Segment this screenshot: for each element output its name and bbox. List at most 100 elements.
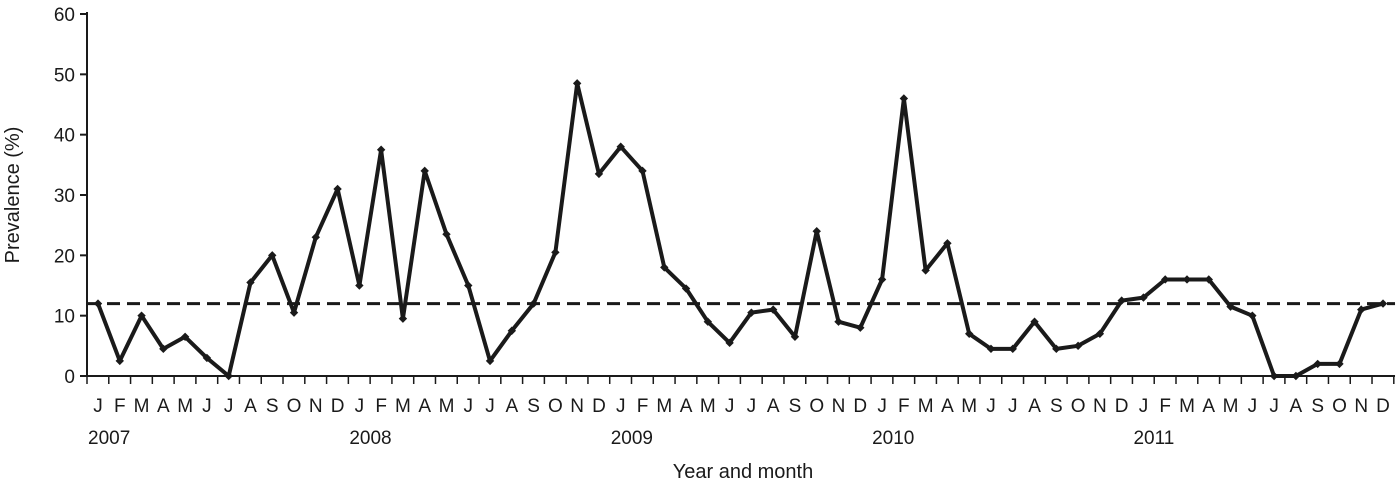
x-year-label: 2010 (872, 428, 914, 449)
y-axis: 0 10 20 30 40 50 60 (54, 5, 88, 388)
x-month-label: J (986, 396, 996, 417)
y-tick-label: 50 (54, 65, 75, 86)
x-month-label: D (592, 396, 606, 417)
data-point (790, 332, 800, 341)
y-tick-label: 30 (54, 186, 75, 207)
x-month-label: N (1354, 396, 1368, 417)
data-point (834, 317, 843, 326)
x-month-label: J (1008, 396, 1018, 417)
data-point (1095, 329, 1105, 338)
x-month-label: J (725, 396, 735, 417)
data-point (355, 281, 364, 290)
data-point (551, 248, 560, 257)
x-month-label: J (485, 396, 495, 417)
x-month-label: O (809, 396, 824, 417)
y-axis-title: Prevalence (%) (2, 127, 24, 264)
data-point (943, 239, 952, 248)
data-point (93, 299, 103, 308)
data-point (311, 233, 320, 242)
x-month-label: M (439, 396, 455, 417)
data-point (1378, 299, 1388, 308)
x-month-label: N (832, 396, 846, 417)
data-point (703, 317, 713, 326)
x-month-label: A (767, 396, 780, 417)
data-point (1161, 275, 1170, 284)
x-month-label: J (616, 396, 626, 417)
data-point (681, 284, 691, 293)
data-point (289, 308, 299, 317)
x-month-label: F (1159, 396, 1171, 417)
x-month-label: M (395, 396, 411, 417)
x-month-label: J (355, 396, 365, 417)
x-month-label: M (1223, 396, 1239, 417)
data-point (899, 94, 909, 103)
data-point (1182, 275, 1192, 284)
x-month-label: J (224, 396, 234, 417)
data-point (115, 356, 124, 366)
x-month-label: A (418, 396, 431, 417)
data-point (1073, 341, 1083, 351)
x-month-label: M (700, 396, 716, 417)
data-point (507, 326, 517, 335)
data-point (965, 329, 974, 338)
x-month-label: A (1202, 396, 1215, 417)
x-month-label: F (898, 396, 910, 417)
data-point (1248, 311, 1257, 320)
x-month-label: S (527, 396, 540, 417)
data-point (986, 344, 996, 354)
x-month-label: A (505, 396, 518, 417)
x-year-label: 2011 (1133, 428, 1174, 449)
y-tick-label: 10 (54, 307, 75, 328)
x-month-label: S (1050, 396, 1063, 417)
y-tick-label: 40 (54, 126, 75, 147)
data-point (246, 278, 255, 287)
x-month-label: O (287, 396, 302, 417)
data-point (442, 230, 451, 239)
x-month-label: A (1290, 396, 1303, 417)
x-month-label: S (789, 396, 802, 417)
data-point (1030, 317, 1039, 326)
x-month-label: N (570, 396, 584, 417)
data-point (747, 308, 756, 317)
y-tick-label: 60 (54, 5, 75, 26)
data-point (159, 344, 168, 354)
x-month-label: J (464, 396, 474, 417)
data-point (768, 305, 778, 314)
x-month-label: N (309, 396, 323, 417)
data-point (180, 332, 190, 341)
data-point (921, 266, 930, 275)
x-month-label: O (548, 396, 563, 417)
x-year-label: 2007 (88, 428, 130, 449)
x-month-label: D (1115, 396, 1129, 417)
data-point (812, 227, 821, 236)
series-line (96, 81, 1385, 378)
y-tick-label: 20 (54, 246, 75, 267)
y-tick-label: 0 (64, 367, 75, 388)
x-month-label: S (1311, 396, 1324, 417)
data-point (398, 314, 408, 323)
data-point (1052, 344, 1061, 354)
data-point (464, 281, 473, 290)
x-month-label: F (114, 396, 126, 417)
data-point (1335, 359, 1344, 369)
x-month-label: M (134, 396, 150, 417)
x-month-label: D (853, 396, 867, 417)
data-point (137, 311, 146, 320)
data-point (224, 371, 233, 381)
x-year-label: 2008 (349, 428, 391, 449)
x-month-label: J (877, 396, 887, 417)
data-point (616, 142, 625, 151)
x-month-label: J (747, 396, 757, 417)
x-month-label: J (1269, 396, 1279, 417)
data-point (1139, 293, 1148, 302)
data-point (594, 169, 604, 179)
x-year-label: 2009 (611, 428, 653, 449)
data-point (1008, 344, 1017, 354)
data-point (660, 263, 669, 272)
x-month-label: A (680, 396, 693, 417)
x-month-label: M (918, 396, 934, 417)
x-month-label: M (656, 396, 672, 417)
x-month-label: O (1071, 396, 1086, 417)
